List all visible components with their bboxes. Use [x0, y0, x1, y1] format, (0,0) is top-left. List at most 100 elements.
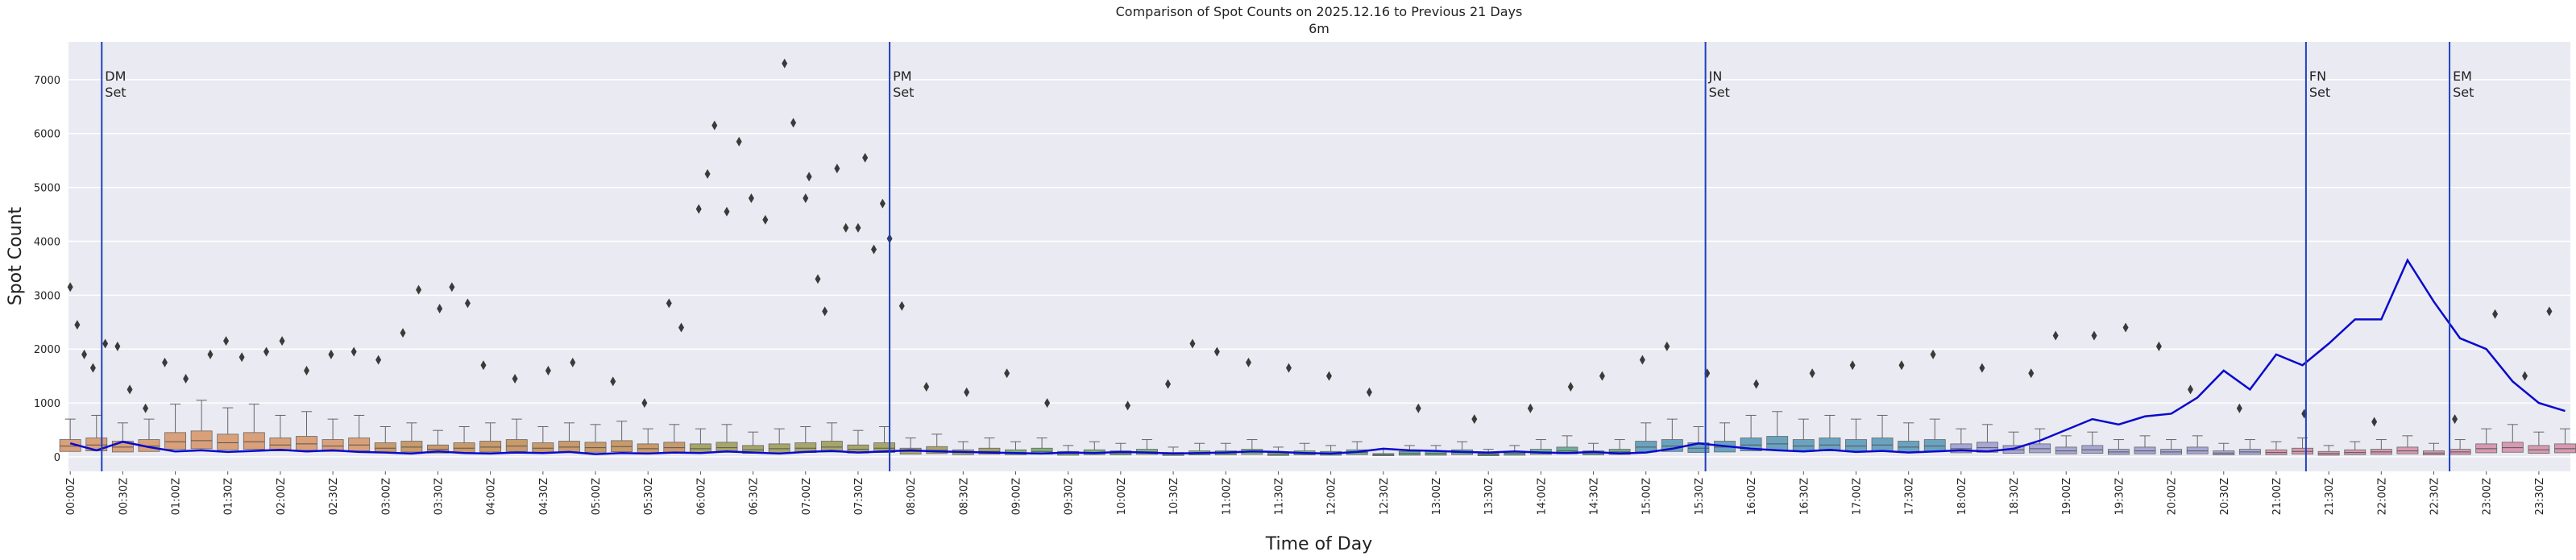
x-tick-label: 15:00Z: [1641, 478, 1653, 515]
outlier: [2452, 414, 2458, 425]
outlier: [1664, 341, 1670, 351]
box: [1792, 439, 1815, 452]
box: [296, 436, 317, 451]
box: [479, 441, 502, 453]
outlier: [711, 120, 718, 131]
outlier: [1898, 360, 1905, 371]
chart-title: Comparison of Spot Counts on 2025.12.16 …: [1116, 4, 1523, 19]
x-tick-label: 19:30Z: [2113, 478, 2126, 515]
outlier: [1567, 382, 1574, 392]
outlier: [114, 341, 121, 351]
box: [768, 443, 790, 454]
outlier: [263, 346, 270, 357]
annotation-line-text: FN: [2309, 68, 2326, 84]
outlier: [1325, 371, 1332, 381]
outlier: [1366, 387, 1372, 397]
outlier: [570, 357, 576, 367]
x-tick-label: 08:30Z: [958, 478, 970, 515]
x-tick-label: 03:30Z: [433, 478, 445, 515]
x-tick-label: 12:00Z: [1326, 478, 1338, 515]
x-tick-label: 16:30Z: [1798, 478, 1811, 515]
x-tick-label: 02:30Z: [328, 478, 340, 515]
x-tick-label: 04:00Z: [486, 478, 498, 515]
outlier: [1415, 403, 1421, 413]
box: [348, 438, 371, 451]
outlier: [1753, 379, 1760, 389]
y-tick-label: 6000: [34, 129, 60, 141]
annotation-line-text: Set: [2309, 85, 2330, 100]
outlier: [183, 373, 189, 384]
outlier: [1930, 349, 1936, 359]
outlier: [545, 365, 551, 375]
outlier: [2091, 330, 2097, 341]
outlier: [879, 198, 886, 209]
outlier: [1471, 414, 1478, 425]
box: [611, 440, 633, 452]
outlier: [724, 206, 730, 217]
outlier: [843, 222, 849, 233]
x-tick-label: 07:30Z: [853, 478, 865, 515]
box: [321, 439, 344, 452]
x-tick-label: 00:30Z: [118, 478, 130, 515]
y-tick-label: 5000: [34, 183, 60, 195]
x-tick-label: 23:00Z: [2482, 478, 2494, 515]
outlier: [855, 222, 861, 233]
outlier: [512, 373, 518, 384]
outlier: [695, 204, 702, 214]
box: [243, 432, 265, 450]
x-tick-label: 15:30Z: [1694, 478, 1706, 515]
outlier: [762, 214, 769, 225]
x-axis-title: Time of Day: [1265, 534, 1372, 554]
x-tick-label: 01:00Z: [171, 478, 183, 515]
y-tick-label: 2000: [34, 344, 60, 356]
x-tick-label: 20:00Z: [2167, 478, 2179, 515]
x-tick-label: 13:30Z: [1483, 478, 1495, 515]
box: [2186, 446, 2209, 454]
outlier: [822, 306, 828, 317]
outlier: [2122, 322, 2129, 333]
outlier: [162, 357, 168, 367]
x-tick-label: 14:30Z: [1589, 478, 1601, 515]
outlier: [437, 304, 443, 314]
box: [374, 442, 396, 453]
annotation-label: FN Set: [2309, 68, 2330, 100]
outlier: [964, 387, 970, 397]
box: [505, 439, 528, 452]
x-tick-label: 01:30Z: [223, 478, 235, 515]
annotation-line-text: DM: [105, 68, 126, 84]
day-line: [69, 258, 2566, 455]
x-tick-label: 22:00Z: [2376, 478, 2388, 515]
annotation-line-text: Set: [1709, 85, 1730, 100]
outlier: [127, 384, 133, 395]
box: [1766, 436, 1789, 451]
outlier: [923, 382, 930, 392]
x-tick-label: 16:00Z: [1746, 478, 1758, 515]
box: [269, 438, 292, 451]
y-tick-label: 4000: [34, 236, 60, 248]
box: [1898, 441, 1920, 453]
outlier: [1849, 360, 1856, 371]
x-tick-label: 23:30Z: [2534, 478, 2546, 515]
outlier: [1285, 363, 1292, 373]
outlier: [464, 298, 471, 309]
outlier: [1165, 379, 1172, 389]
x-tick-label: 12:30Z: [1379, 478, 1391, 515]
annotation-line-text: Set: [2453, 85, 2474, 100]
outlier: [89, 363, 96, 373]
annotation-line-text: PM: [893, 68, 911, 84]
annotation-line-text: Set: [105, 85, 126, 100]
outlier: [2522, 371, 2528, 381]
annotation-label: EM Set: [2453, 68, 2474, 100]
outlier: [81, 349, 88, 359]
box: [1923, 439, 1946, 452]
outlier: [1599, 371, 1605, 381]
x-tick-label: 14:00Z: [1536, 478, 1548, 515]
outlier: [1189, 338, 1196, 349]
outlier: [1213, 346, 1220, 357]
box: [2475, 443, 2498, 454]
outlier: [74, 320, 81, 330]
outlier: [748, 193, 754, 203]
outlier: [1527, 403, 1533, 413]
box: [637, 443, 659, 454]
